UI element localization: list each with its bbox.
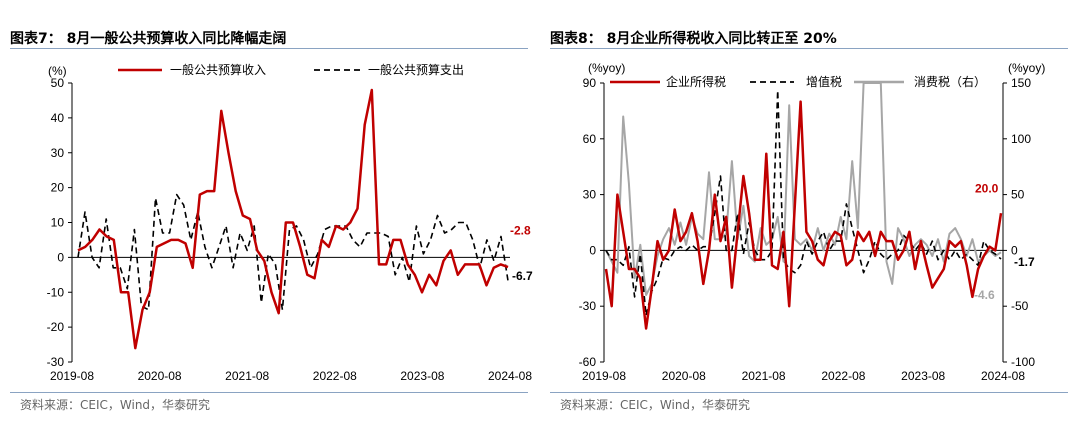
legend-label: 消费税（右） — [914, 74, 986, 89]
series-line — [77, 193, 509, 311]
y2-tick-label: 0 — [1011, 243, 1018, 257]
y-tick-label: 0 — [589, 243, 596, 257]
y-tick-label: 40 — [51, 111, 65, 125]
y2-tick-label: -50 — [1011, 299, 1029, 313]
x-tick-label: 2020-08 — [138, 369, 182, 383]
y-tick-label: -60 — [579, 355, 597, 369]
data-label: -2.8 — [510, 224, 531, 238]
y-tick-label: -30 — [579, 299, 597, 313]
data-label: 20.0 — [975, 182, 999, 196]
source-note: 资料来源：CEIC，Wind，华泰研究 — [20, 398, 211, 412]
x-tick-label: 2024-08 — [981, 369, 1025, 383]
legend-label: 增值税 — [806, 74, 842, 89]
revenue-chart: 50 40 30 20 10 0 -10 -20 -30 (%) 2019-08 2020-08 202… — [47, 62, 533, 383]
series-line — [604, 100, 1003, 330]
x-tick-label: 2021-08 — [225, 369, 269, 383]
chart-panel-tax: 图表8： 8月企业所得税收入同比转正至 20% 90 60 30 0 -30 -60 150… — [550, 0, 1078, 430]
y2-axis-label: (%yoy) — [1008, 61, 1045, 75]
x-tick-label: 2022-08 — [313, 369, 357, 383]
chart-panel-revenue: 图表7： 8月一般公共预算收入同比降幅走阔 50 40 30 20 10 0 -10 -20 -… — [10, 0, 538, 430]
series-line — [77, 88, 509, 350]
tax-chart: 90 60 30 0 -30 -60 150 100 50 0 -50 -100 (%yoy) (%yoy… — [579, 61, 1046, 383]
x-tick-label: 2022-08 — [821, 369, 865, 383]
chart-title: 图表8： 8月企业所得税收入同比转正至 20% — [550, 31, 837, 47]
x-tick-label: 2020-08 — [662, 369, 706, 383]
y2-tick-label: -100 — [1011, 355, 1035, 369]
x-tick-label: 2019-08 — [582, 369, 626, 383]
y-tick-label: 0 — [57, 250, 64, 264]
data-label: -6.7 — [512, 269, 533, 283]
legend-label: 企业所得税 — [666, 74, 726, 89]
y2-tick-label: 100 — [1011, 132, 1031, 146]
x-tick-label: 2021-08 — [742, 369, 786, 383]
title-divider — [550, 48, 1068, 49]
y-axis-label: (%yoy) — [588, 61, 625, 75]
y-tick-label: 90 — [583, 76, 597, 90]
y-tick-label: -20 — [47, 320, 65, 334]
x-tick-label: 2023-08 — [400, 369, 444, 383]
y-tick-label: 10 — [51, 216, 65, 230]
y-tick-label: 30 — [51, 146, 65, 160]
data-label: -4.6 — [974, 288, 995, 302]
x-tick-label: 2019-08 — [50, 369, 94, 383]
y2-tick-label: 150 — [1011, 76, 1031, 90]
y-tick-label: -10 — [47, 285, 65, 299]
footer-divider — [10, 392, 528, 393]
y-tick-label: 30 — [583, 188, 597, 202]
chart-title: 图表7： 8月一般公共预算收入同比降幅走阔 — [10, 31, 287, 47]
x-tick-label: 2024-08 — [488, 369, 532, 383]
data-label: -1.7 — [1014, 255, 1035, 269]
y-tick-label: 60 — [583, 132, 597, 146]
source-note: 资料来源：CEIC，Wind，华泰研究 — [560, 398, 751, 412]
x-tick-label: 2023-08 — [901, 369, 945, 383]
y-tick-label: 20 — [51, 181, 65, 195]
legend-label: 一般公共预算支出 — [368, 62, 464, 77]
y-tick-label: 50 — [51, 76, 65, 90]
y2-tick-label: 50 — [1011, 188, 1025, 202]
y-axis-label: (%) — [48, 64, 67, 78]
title-divider — [10, 48, 528, 49]
series-line — [605, 89, 1002, 317]
y-tick-label: -30 — [47, 355, 65, 369]
footer-divider — [550, 392, 1068, 393]
legend-label: 一般公共预算收入 — [170, 62, 266, 77]
